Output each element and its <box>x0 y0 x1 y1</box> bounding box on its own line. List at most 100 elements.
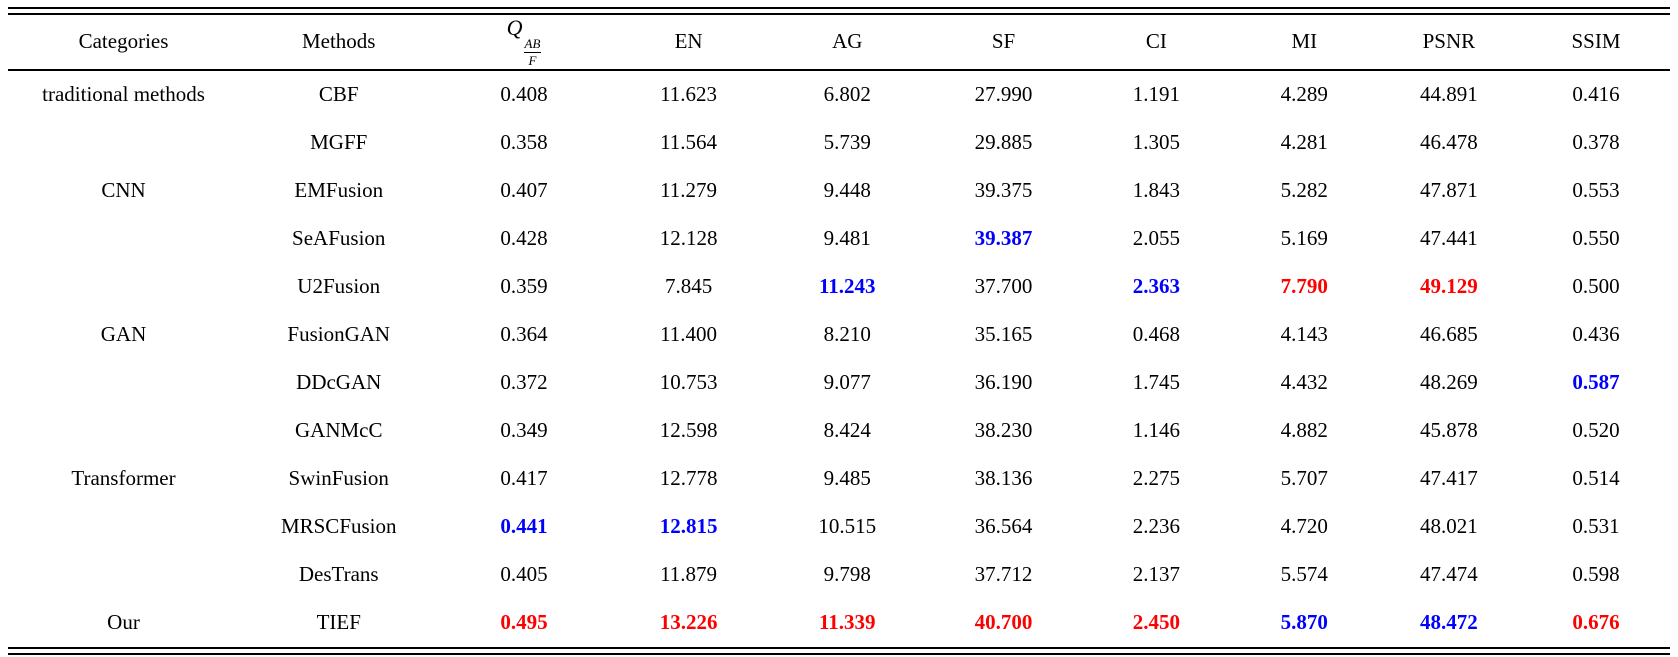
metric-value-sf: 36.190 <box>974 370 1033 395</box>
column-header-sf: SF <box>927 15 1080 71</box>
metric-value-qabf: 0.428 <box>500 226 548 251</box>
metric-value-mi: 4.289 <box>1280 82 1328 107</box>
method-cell: GANMcC <box>294 418 383 443</box>
metric-value-sf: 38.230 <box>974 418 1033 443</box>
method-cell: U2Fusion <box>297 274 381 299</box>
metric-value-psnr: 45.878 <box>1420 418 1478 443</box>
category-cell <box>8 551 239 599</box>
column-header-qabf: Q AB F <box>438 15 610 71</box>
metric-value-ssim: 0.500 <box>1572 274 1620 299</box>
metric-value-ag: 9.077 <box>823 370 871 395</box>
metric-value-ag: 5.739 <box>823 130 871 155</box>
method-cell: SeAFusion <box>292 226 386 251</box>
table-bottom-rule <box>8 646 1670 655</box>
metric-value-qabf: 0.358 <box>500 130 548 155</box>
metric-value-ci: 1.305 <box>1132 130 1180 155</box>
metric-value-ssim: 0.436 <box>1572 322 1620 347</box>
method-cell: MGFF <box>310 130 368 155</box>
metric-value-sf: 37.712 <box>974 562 1033 587</box>
metric-value-mi: 5.169 <box>1280 226 1328 251</box>
metric-value-psnr: 49.129 <box>1420 274 1478 299</box>
metric-value-ci: 2.236 <box>1132 514 1180 539</box>
metric-value-ci: 2.055 <box>1132 226 1180 251</box>
metric-value-en: 12.778 <box>659 466 718 491</box>
metric-value-ag: 8.210 <box>823 322 871 347</box>
metric-value-mi: 5.707 <box>1280 466 1328 491</box>
metric-value-psnr: 48.269 <box>1420 370 1478 395</box>
metric-value-ssim: 0.514 <box>1572 466 1620 491</box>
metric-value-ag: 11.339 <box>818 610 876 635</box>
metric-value-en: 11.879 <box>660 562 718 587</box>
metric-value-ag: 9.798 <box>823 562 871 587</box>
table-row: MGFF 0.358 11.564 5.739 29.885 1.305 4.2… <box>8 119 1670 167</box>
metric-value-mi: 4.281 <box>1280 130 1328 155</box>
column-header-ag: AG <box>767 15 928 71</box>
metric-value-qabf: 0.359 <box>500 274 548 299</box>
metric-value-ag: 9.481 <box>823 226 871 251</box>
table-row: Transformer SwinFusion 0.417 12.778 9.48… <box>8 455 1670 503</box>
method-cell: TIEF <box>316 610 361 635</box>
metric-value-ci: 1.146 <box>1132 418 1180 443</box>
metric-value-sf: 40.700 <box>974 610 1033 635</box>
column-header-mi: MI <box>1232 15 1376 71</box>
table-row: GAN FusionGAN 0.364 11.400 8.210 35.165 … <box>8 311 1670 359</box>
metric-value-qabf: 0.417 <box>500 466 548 491</box>
metric-value-mi: 5.282 <box>1280 178 1328 203</box>
metric-value-psnr: 47.417 <box>1420 466 1478 491</box>
metric-value-ci: 1.745 <box>1132 370 1180 395</box>
method-cell: FusionGAN <box>287 322 391 347</box>
metric-value-ssim: 0.531 <box>1572 514 1620 539</box>
category-cell: CNN <box>101 178 146 203</box>
qabf-symbol: Q AB F <box>506 15 542 69</box>
metric-value-ssim: 0.598 <box>1572 562 1620 587</box>
table-top-rule <box>8 7 1670 15</box>
metric-value-en: 12.815 <box>659 514 718 539</box>
table-row: U2Fusion 0.359 7.845 11.243 37.700 2.363… <box>8 263 1670 311</box>
metric-value-sf: 38.136 <box>974 466 1033 491</box>
metric-value-en: 7.845 <box>664 274 713 299</box>
metric-value-en: 11.279 <box>660 178 718 203</box>
table-row: Our TIEF 0.495 13.226 11.339 40.700 2.45… <box>8 599 1670 647</box>
metric-value-psnr: 46.478 <box>1420 130 1478 155</box>
category-cell: Our <box>107 610 140 635</box>
metric-value-en: 12.598 <box>659 418 718 443</box>
metric-value-ag: 11.243 <box>818 274 876 299</box>
metric-value-qabf: 0.441 <box>500 514 548 539</box>
metric-value-sf: 39.387 <box>974 226 1033 251</box>
method-cell: DesTrans <box>298 562 379 587</box>
category-cell <box>8 119 239 167</box>
metric-value-en: 12.128 <box>659 226 718 251</box>
metric-value-psnr: 47.474 <box>1420 562 1478 587</box>
column-header-ssim: SSIM <box>1522 15 1670 71</box>
metric-value-ci: 1.191 <box>1132 82 1180 107</box>
metric-value-sf: 29.885 <box>974 130 1033 155</box>
column-header-en: EN <box>609 15 768 71</box>
method-cell: EMFusion <box>294 178 384 203</box>
metric-value-qabf: 0.495 <box>500 610 548 635</box>
metric-value-ci: 2.363 <box>1132 274 1180 299</box>
category-cell: Transformer <box>71 466 176 491</box>
category-cell <box>8 215 239 263</box>
metric-value-qabf: 0.408 <box>500 82 548 107</box>
metric-value-mi: 7.790 <box>1280 274 1328 299</box>
metric-value-mi: 5.870 <box>1280 610 1328 635</box>
metric-value-en: 13.226 <box>659 610 718 635</box>
method-cell: MRSCFusion <box>280 514 397 539</box>
metric-value-ci: 2.450 <box>1132 610 1180 635</box>
metric-value-psnr: 44.891 <box>1420 82 1478 107</box>
column-header-methods: Methods <box>239 15 439 71</box>
metric-value-ci: 0.468 <box>1132 322 1180 347</box>
table-row: MRSCFusion 0.441 12.815 10.515 36.564 2.… <box>8 503 1670 551</box>
table-header: Categories Methods Q AB F EN AG SF CI MI P… <box>8 15 1670 71</box>
metric-value-en: 10.753 <box>659 370 718 395</box>
metric-value-sf: 35.165 <box>974 322 1033 347</box>
category-cell <box>8 407 239 455</box>
metric-value-ssim: 0.676 <box>1572 610 1620 635</box>
metric-value-psnr: 46.685 <box>1420 322 1478 347</box>
metric-value-ssim: 0.550 <box>1572 226 1620 251</box>
metric-value-ssim: 0.587 <box>1572 370 1620 395</box>
metric-value-ag: 10.515 <box>818 514 877 539</box>
metric-value-ssim: 0.553 <box>1572 178 1620 203</box>
metric-value-mi: 4.882 <box>1280 418 1328 443</box>
